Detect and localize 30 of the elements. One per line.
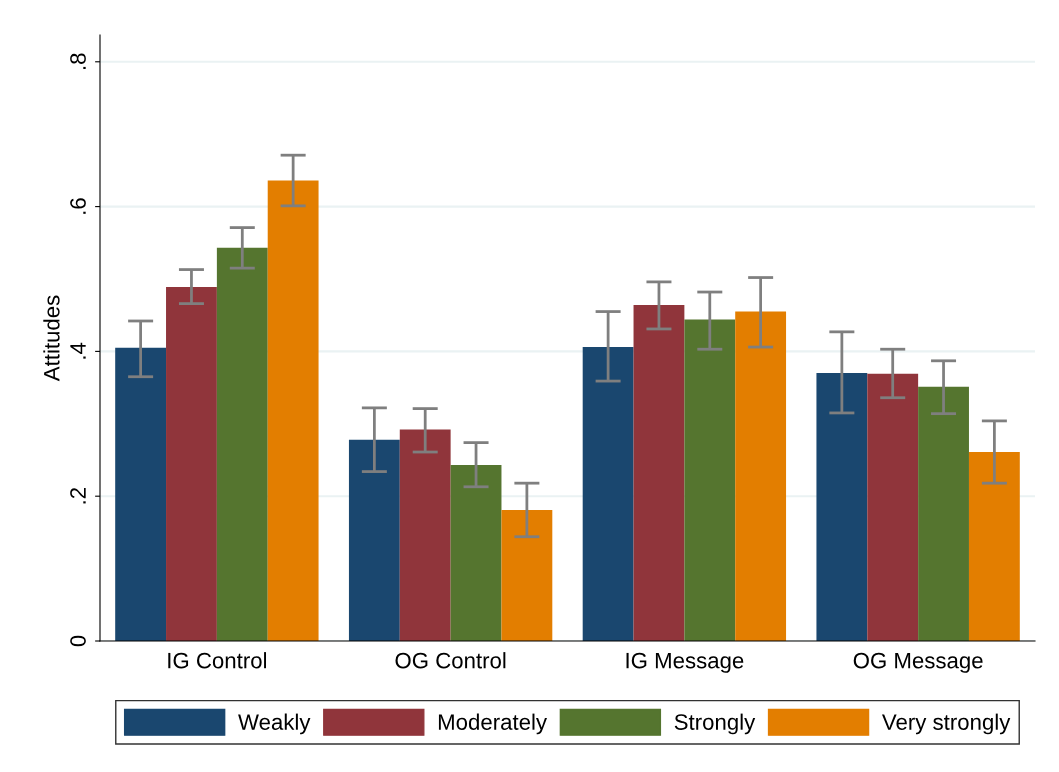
x-tick-label: OG Message (853, 652, 983, 673)
x-tick-label: OG Control (395, 652, 506, 669)
bar (582, 347, 634, 641)
legend-label: Very strongly (881, 713, 1011, 735)
bar (684, 319, 736, 641)
y-tick-label: .4 (70, 342, 86, 359)
x-tick-label: IG Control (168, 652, 267, 669)
bar (399, 429, 451, 641)
bar (633, 305, 685, 641)
y-tick-label: .8 (70, 53, 86, 70)
bar (348, 439, 400, 641)
bar (450, 465, 502, 641)
legend-label: Moderately (438, 713, 548, 735)
bar (216, 247, 268, 641)
bar (918, 386, 969, 641)
bar (968, 452, 1020, 641)
bar (735, 311, 787, 641)
bar (166, 286, 217, 641)
y-tick-label: 0 (70, 635, 86, 647)
legend-label: Weakly (238, 713, 311, 735)
bar (267, 180, 319, 641)
y-tick-label: .2 (70, 488, 86, 504)
bar (816, 373, 868, 641)
x-tick-label: IG Message (626, 652, 744, 673)
legend-label: Strongly (674, 713, 756, 735)
y-tick-label: .6 (70, 198, 86, 214)
bar (867, 373, 919, 641)
y-axis-title: Attitudes (43, 295, 60, 382)
bar (115, 347, 167, 641)
bar (501, 509, 553, 641)
